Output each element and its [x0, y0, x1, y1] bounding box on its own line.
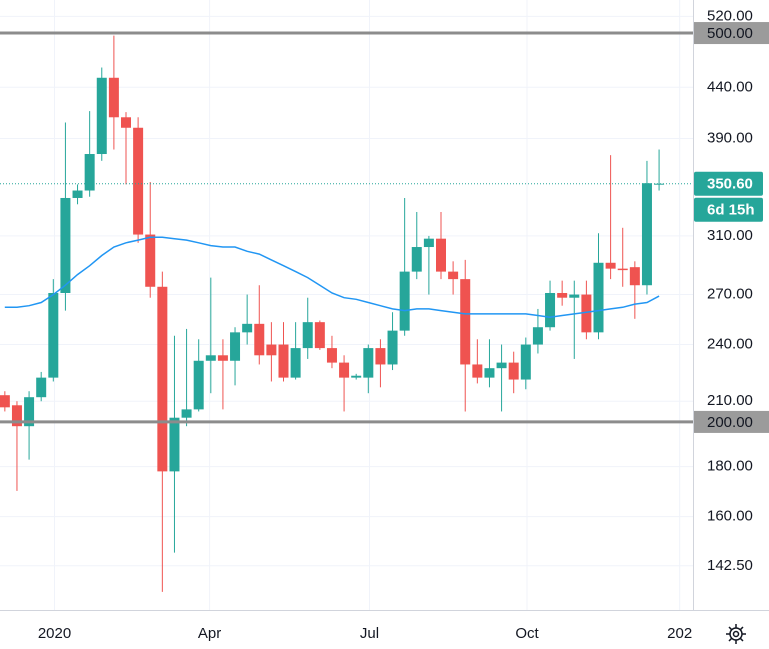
candle-body [0, 395, 10, 408]
x-tick-label: 2020 [38, 625, 71, 642]
candle-body [193, 360, 204, 410]
candle-body [11, 405, 22, 427]
candle-body [351, 375, 362, 378]
candle-body [605, 262, 616, 269]
candle-body [641, 183, 652, 286]
moving-average-line [4, 236, 660, 318]
candle-body [254, 323, 265, 356]
candle-body [230, 332, 241, 361]
candle-body [60, 197, 71, 293]
candle-body [581, 294, 592, 333]
y-tick-label: 180.00 [707, 458, 753, 475]
y-tick-label: 270.00 [707, 286, 753, 303]
candle-body [375, 348, 386, 365]
candle-body [484, 368, 495, 378]
candle-body [72, 190, 83, 198]
y-tick-label: 210.00 [707, 392, 753, 409]
y-tick-label: 310.00 [707, 227, 753, 244]
candle-body [169, 417, 180, 472]
candle-body [96, 77, 107, 155]
candle-body [423, 238, 434, 248]
settings-icon[interactable] [726, 624, 746, 644]
candle-body [145, 234, 156, 287]
candle-body [557, 292, 568, 298]
countdown-label: 6d 15h [707, 202, 755, 219]
candle-body [314, 322, 325, 349]
candle-body [278, 344, 289, 378]
y-tick-label: 142.50 [707, 557, 753, 574]
candle-body [532, 327, 543, 345]
candle-body [157, 286, 168, 472]
level-label-box [694, 22, 769, 45]
candle-body [448, 271, 459, 280]
candle-body [290, 348, 301, 378]
candle-body [387, 330, 398, 365]
candle-body [508, 362, 519, 380]
y-tick-label: 520.00 [707, 7, 753, 24]
candle-body [629, 267, 640, 286]
candle-body [302, 322, 313, 349]
y-tick-label: 390.00 [707, 129, 753, 146]
candle-body [617, 268, 628, 271]
candle-body [569, 294, 580, 298]
candle-body [121, 117, 131, 128]
countdown-box [694, 197, 763, 222]
candle-body [108, 77, 119, 118]
candle-body [496, 362, 507, 369]
candle-body [48, 292, 59, 378]
candle-body [133, 127, 144, 235]
candle-body [205, 355, 216, 361]
candle-body [181, 409, 192, 418]
candle-body [654, 183, 665, 185]
candle-body [399, 271, 410, 331]
level-label: 500.00 [707, 25, 753, 42]
candle-body [436, 238, 446, 272]
last-price-box [694, 171, 763, 196]
candle-body [242, 323, 253, 333]
x-tick-label: 202 [667, 625, 692, 642]
candle-body [24, 397, 35, 427]
candle-body [84, 154, 95, 191]
y-tick-label: 440.00 [707, 78, 753, 95]
level-label-box [694, 410, 769, 433]
candle-body [545, 292, 556, 328]
candle-body [326, 348, 337, 363]
y-tick-label: 240.00 [707, 336, 753, 353]
y-tick-label: 160.00 [707, 508, 753, 525]
candle-body [217, 355, 228, 361]
candle-body [36, 377, 47, 398]
last-price-label: 350.60 [707, 176, 753, 193]
candle-body [472, 364, 483, 378]
x-tick-label: Jul [360, 625, 379, 642]
candle-body [520, 344, 531, 380]
candle-body [266, 344, 277, 356]
candle-body [460, 279, 471, 365]
candle-body [593, 262, 604, 333]
candle-body [363, 348, 374, 378]
candle-body [411, 247, 422, 272]
x-tick-label: Oct [515, 625, 539, 642]
level-label: 200.00 [707, 414, 753, 431]
x-tick-label: Apr [198, 625, 221, 642]
candle-body [339, 362, 350, 378]
